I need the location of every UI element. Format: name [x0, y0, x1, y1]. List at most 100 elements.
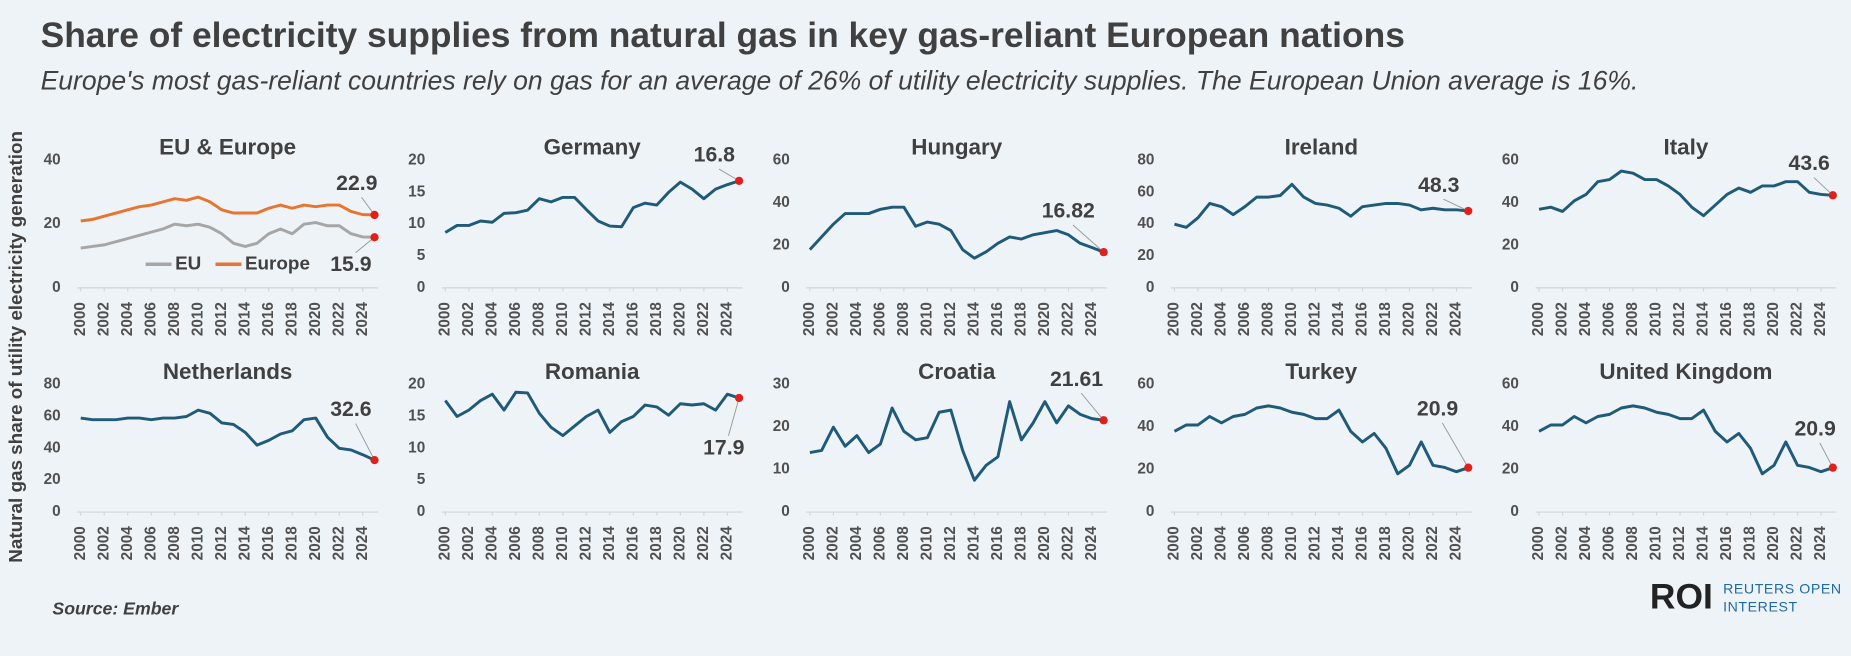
x-tick-label: 2012	[577, 526, 594, 560]
x-tick-label: 2022	[330, 302, 347, 336]
x-tick-label: 2022	[1059, 526, 1076, 560]
series-line	[808, 205, 1105, 260]
x-tick-label: 2000	[801, 302, 818, 336]
x-tick-label: 2002	[1189, 526, 1206, 560]
y-tick-label: 20	[44, 471, 61, 488]
y-tick-label: 60	[1502, 376, 1519, 393]
x-tick-label: 2010	[918, 302, 935, 336]
x-tick-label: 2014	[601, 526, 618, 561]
data-label: 20.9	[1417, 397, 1458, 420]
x-tick-label: 2020	[671, 526, 688, 560]
x-tick-label: 2008	[166, 302, 183, 337]
x-tick-label: 2020	[1765, 526, 1782, 560]
x-tick-label: 2020	[1401, 302, 1418, 336]
x-tick-label: 2012	[1307, 302, 1324, 336]
annotation-leader	[1819, 442, 1834, 468]
x-tick-label: 2024	[718, 302, 735, 337]
panel-title: Croatia	[918, 359, 996, 384]
x-tick-label: 2024	[1812, 526, 1829, 561]
x-tick-label: 2004	[119, 526, 136, 561]
annotation-leader	[1443, 198, 1469, 212]
x-tick-label: 2016	[1718, 302, 1735, 336]
x-tick-label: 2016	[989, 302, 1006, 336]
y-tick-label: 40	[773, 194, 790, 211]
panel-title: Italy	[1663, 135, 1708, 160]
x-tick-label: 2014	[1695, 302, 1712, 337]
x-tick-label: 2014	[601, 302, 618, 337]
x-tick-label: 2012	[213, 302, 230, 336]
x-tick-label: 2006	[1236, 526, 1253, 560]
x-tick-label: 2004	[119, 302, 136, 337]
x-tick-label: 2024	[718, 526, 735, 561]
x-tick-label: 2010	[554, 302, 571, 336]
data-label: 20.9	[1794, 418, 1835, 441]
x-tick-label: 2016	[1718, 526, 1735, 560]
x-tick-label: 2018	[283, 302, 300, 337]
last-point	[370, 210, 379, 220]
x-tick-label: 2010	[189, 302, 206, 336]
y-tick-label: 10	[408, 215, 425, 232]
x-tick-label: 2002	[1554, 302, 1571, 336]
last-point	[734, 176, 744, 185]
x-tick-label: 2024	[1812, 302, 1829, 337]
y-tick-label: 20	[1137, 247, 1154, 264]
x-tick-label: 2004	[1213, 302, 1230, 337]
x-tick-label: 2020	[1401, 526, 1418, 560]
x-tick-label: 2014	[1330, 302, 1347, 337]
x-tick-label: 2002	[460, 526, 477, 560]
source: Source: Ember	[52, 599, 179, 619]
x-tick-label: 2006	[1601, 302, 1618, 336]
y-tick-label: 40	[1502, 418, 1519, 435]
x-tick-label: 2000	[436, 526, 453, 560]
y-tick-label: 10	[408, 439, 425, 456]
x-tick-label: 2022	[1789, 526, 1806, 560]
x-tick-label: 2020	[1765, 302, 1782, 336]
x-tick-label: 2024	[1448, 302, 1465, 337]
annotation-leader	[1080, 392, 1105, 421]
x-tick-label: 2008	[530, 526, 547, 561]
x-tick-label: 2012	[1307, 526, 1324, 560]
figure-subtitle: Europe's most gas-reliant countries rely…	[41, 66, 1639, 96]
x-tick-label: 2020	[307, 302, 324, 336]
series-line	[1174, 182, 1469, 229]
x-tick-label: 2012	[942, 302, 959, 336]
x-tick-label: 2000	[436, 302, 453, 336]
x-tick-label: 2014	[965, 526, 982, 561]
y-tick-label: 60	[1137, 376, 1154, 393]
annotation-leader	[1441, 422, 1469, 468]
y-tick-label: 40	[1137, 215, 1154, 232]
x-tick-label: 2016	[260, 302, 277, 336]
x-tick-label: 2010	[1283, 526, 1300, 560]
x-tick-label: 2004	[1577, 302, 1594, 337]
y-tick-label: 20	[1502, 461, 1519, 478]
data-label: 32.6	[330, 398, 371, 421]
x-tick-label: 2008	[1624, 526, 1641, 561]
last-point	[1828, 463, 1837, 472]
x-tick-label: 2016	[1354, 526, 1371, 560]
x-tick-label: 2016	[260, 526, 277, 560]
y-tick-label: 0	[781, 279, 790, 296]
x-tick-label: 2014	[1695, 526, 1712, 561]
x-tick-label: 2014	[236, 526, 253, 561]
series-line	[809, 400, 1104, 482]
x-tick-label: 2014	[965, 302, 982, 337]
x-tick-label: 2012	[577, 302, 594, 336]
logo-text: INTEREST	[1723, 598, 1798, 614]
y-tick-label: 30	[773, 376, 790, 393]
last-point	[370, 456, 379, 465]
x-tick-label: 2024	[1083, 302, 1100, 337]
y-tick-label: 60	[1137, 183, 1154, 200]
x-tick-label: 2008	[895, 302, 912, 337]
logo-text: REUTERS OPEN	[1723, 581, 1842, 597]
x-tick-label: 2016	[624, 526, 641, 560]
last-point	[1464, 206, 1473, 216]
x-tick-label: 2022	[695, 526, 712, 560]
y-tick-label: 20	[44, 215, 61, 232]
x-tick-label: 2000	[1165, 302, 1182, 336]
x-tick-label: 2000	[1165, 526, 1182, 560]
x-tick-label: 2002	[824, 526, 841, 560]
panel-title: Netherlands	[163, 359, 293, 384]
panel-title: Ireland	[1285, 135, 1358, 160]
x-tick-label: 2022	[330, 526, 347, 560]
